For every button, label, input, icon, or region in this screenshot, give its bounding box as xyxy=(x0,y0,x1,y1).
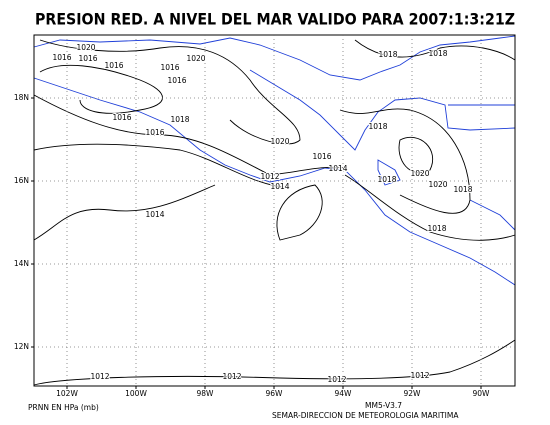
isobar-label: 1014 xyxy=(328,164,347,173)
lon-label: 90W xyxy=(473,389,491,398)
isobar xyxy=(398,136,434,174)
isobar xyxy=(39,39,301,145)
isobar-label: 1018 xyxy=(427,224,446,233)
lon-label: 96W xyxy=(266,389,284,398)
isobar-label: 1020 xyxy=(186,54,205,63)
agency-note: SEMAR-DIRECCION DE METEOROLOGIA MARITIMA xyxy=(272,411,459,420)
isobar-label: 1018 xyxy=(368,122,387,131)
isobar-label: 1016 xyxy=(167,76,186,85)
isobar-label: 1020 xyxy=(410,169,429,178)
isobar xyxy=(33,143,291,189)
isobar-label: 1016 xyxy=(160,63,179,72)
isobar-label: 1016 xyxy=(145,128,164,137)
isobar-label: 1012 xyxy=(327,375,346,384)
map-title: PRESION RED. A NIVEL DEL MAR VALIDO PARA… xyxy=(35,10,515,29)
map-frame xyxy=(33,34,516,387)
coastline xyxy=(249,69,516,151)
coastline xyxy=(33,35,516,81)
isobar xyxy=(39,64,163,114)
lat-label: 14N xyxy=(14,259,29,268)
isobar xyxy=(344,174,516,241)
isobar-label: 1016 xyxy=(78,54,97,63)
isobar-label: 1018 xyxy=(377,175,396,184)
lon-label: 92W xyxy=(404,389,422,398)
lon-label: 102W xyxy=(56,389,78,398)
model-note: MM5-V3.7 xyxy=(365,401,402,410)
isobar-label: 1018 xyxy=(428,49,447,58)
lon-label: 98W xyxy=(197,389,215,398)
isobar-label: 1016 xyxy=(312,152,331,161)
isobar-label: 1012 xyxy=(260,172,279,181)
lat-label: 18N xyxy=(14,93,29,102)
coastlines xyxy=(33,35,516,286)
isobar-label: 1012 xyxy=(90,372,109,381)
isobar xyxy=(339,108,471,214)
isobar-label: 1018 xyxy=(170,115,189,124)
isobar-label: 1018 xyxy=(378,50,397,59)
isobar-label: 1012 xyxy=(410,371,429,380)
isobar-label: 1020 xyxy=(428,180,447,189)
lat-label: 16N xyxy=(14,176,29,185)
lon-label: 100W xyxy=(125,389,147,398)
isobar-label: 1014 xyxy=(270,182,289,191)
isobar-label: 1020 xyxy=(270,137,289,146)
isobar xyxy=(354,39,516,61)
isobar-label: 1018 xyxy=(453,185,472,194)
isobar-label: 1016 xyxy=(112,113,131,122)
isobar xyxy=(33,184,216,241)
lat-label: 12N xyxy=(14,342,29,351)
coastline xyxy=(33,77,516,286)
isobar-label: 1020 xyxy=(76,43,95,52)
isobars xyxy=(33,39,516,386)
isobar-label: 1012 xyxy=(222,372,241,381)
isobar xyxy=(33,339,516,386)
lon-label: 94W xyxy=(335,389,353,398)
isobar xyxy=(33,94,346,176)
coastline xyxy=(377,104,516,231)
isobar-label: 1016 xyxy=(52,53,71,62)
units-note: PRNN EN HPa (mb) xyxy=(28,403,99,412)
isobar-label: 1014 xyxy=(145,210,164,219)
isobar-label: 1016 xyxy=(104,61,123,70)
isobar xyxy=(276,184,323,241)
